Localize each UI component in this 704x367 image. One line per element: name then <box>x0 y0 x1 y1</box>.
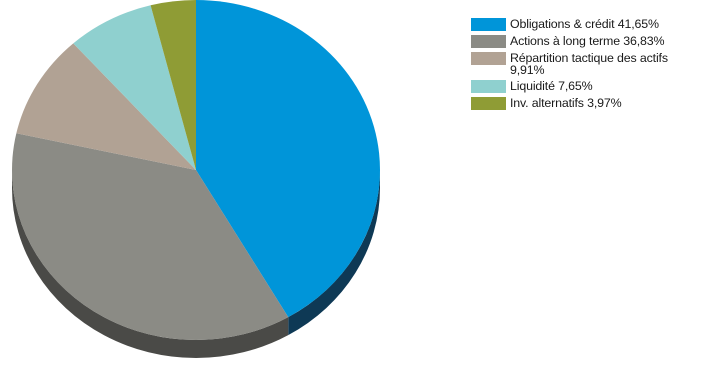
legend-item-repartition: Répartition tactique des actifs 9,91% <box>471 52 699 76</box>
legend-swatch-obligations <box>471 18 506 31</box>
legend-swatch-liquidite <box>471 80 506 93</box>
legend-item-inv-alternatifs: Inv. alternatifs 3,97% <box>471 97 699 110</box>
legend-item-liquidite: Liquidité 7,65% <box>471 80 699 93</box>
pie-slice-inv-alternatifs <box>150 0 196 170</box>
legend-swatch-inv-alternatifs <box>471 97 506 110</box>
pie-slice-liquidite <box>73 5 196 171</box>
legend-swatch-repartition <box>471 52 506 65</box>
legend: Obligations & crédit 41,65% Actions à lo… <box>471 18 699 114</box>
legend-label-obligations: Obligations & crédit 41,65% <box>510 17 659 31</box>
pie-side-actions <box>12 170 289 358</box>
pie-side-obligations <box>288 170 381 336</box>
legend-item-actions: Actions à long terme 36,83% <box>471 35 699 48</box>
pie-slice-obligations <box>196 0 380 318</box>
pie-slice-repartition <box>16 43 196 170</box>
legend-label-actions: Actions à long terme 36,83% <box>510 34 665 48</box>
pie-depth <box>12 170 381 358</box>
legend-item-obligations: Obligations & crédit 41,65% <box>471 18 699 31</box>
pie-slice-actions <box>12 133 289 340</box>
legend-label-liquidite: Liquidité 7,65% <box>510 79 593 93</box>
legend-swatch-actions <box>471 35 506 48</box>
legend-label-repartition: Répartition tactique des actifs 9,91% <box>510 51 668 77</box>
legend-label-inv-alternatifs: Inv. alternatifs 3,97% <box>510 96 622 110</box>
pie-slices <box>12 0 380 340</box>
